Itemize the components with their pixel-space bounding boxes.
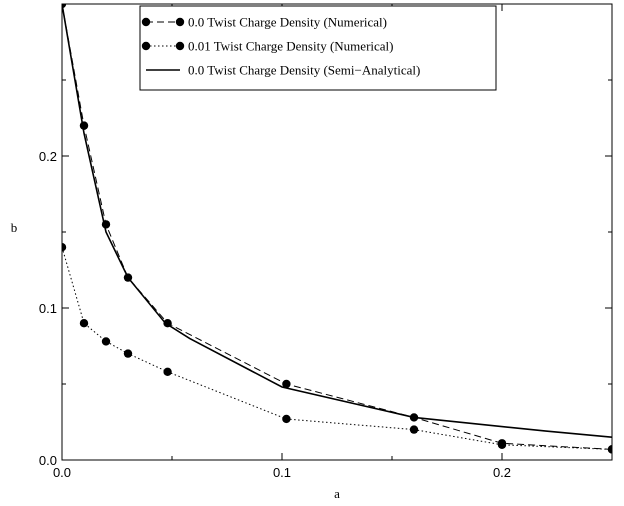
series-2-line: [62, 247, 612, 450]
series-2-point: [62, 243, 67, 252]
series-2-point: [282, 414, 291, 424]
series-2-point: [163, 367, 172, 377]
legend-swatch-marker: [141, 17, 151, 27]
y-tick-label: 0.0: [39, 453, 57, 468]
y-tick-label: 0.1: [39, 301, 57, 316]
legend-entry-label: 0.01 Twist Charge Density (Numerical): [188, 39, 394, 54]
y-tick-label: 0.2: [39, 149, 57, 164]
ticks: 0.0 0.1 0.2 0.0 0.1 0.2: [39, 4, 612, 480]
legend-entry-label: 0.0 Twist Charge Density (Semi−Analytica…: [188, 63, 420, 78]
series-2-point: [409, 425, 419, 434]
series-2-point: [101, 337, 111, 346]
x-axis-label: a: [334, 486, 340, 501]
legend-swatch-marker: [175, 41, 185, 51]
series-3-line: [62, 4, 612, 438]
series-2-point: [497, 440, 507, 449]
x-tick-label: 0.0: [53, 465, 71, 480]
series-1-point: [282, 379, 291, 389]
series-2-point: [607, 445, 612, 454]
series-layer: [62, 4, 612, 454]
legend-entry-label: 0.0 Twist Charge Density (Numerical): [188, 15, 387, 30]
series-2-point: [79, 319, 89, 328]
legend-box: [139, 5, 497, 91]
y-axis-label: b: [11, 220, 18, 235]
x-tick-label: 0.1: [273, 465, 291, 480]
x-tick-label: 0.2: [493, 465, 511, 480]
series-2-point: [123, 349, 133, 358]
legend-swatch-marker: [175, 17, 185, 27]
series-3: [62, 4, 612, 438]
series-2: [62, 243, 612, 454]
legend-swatch-marker: [141, 41, 151, 51]
legend: 0.0 Twist Charge Density (Numerical) 0.01…: [139, 5, 497, 91]
